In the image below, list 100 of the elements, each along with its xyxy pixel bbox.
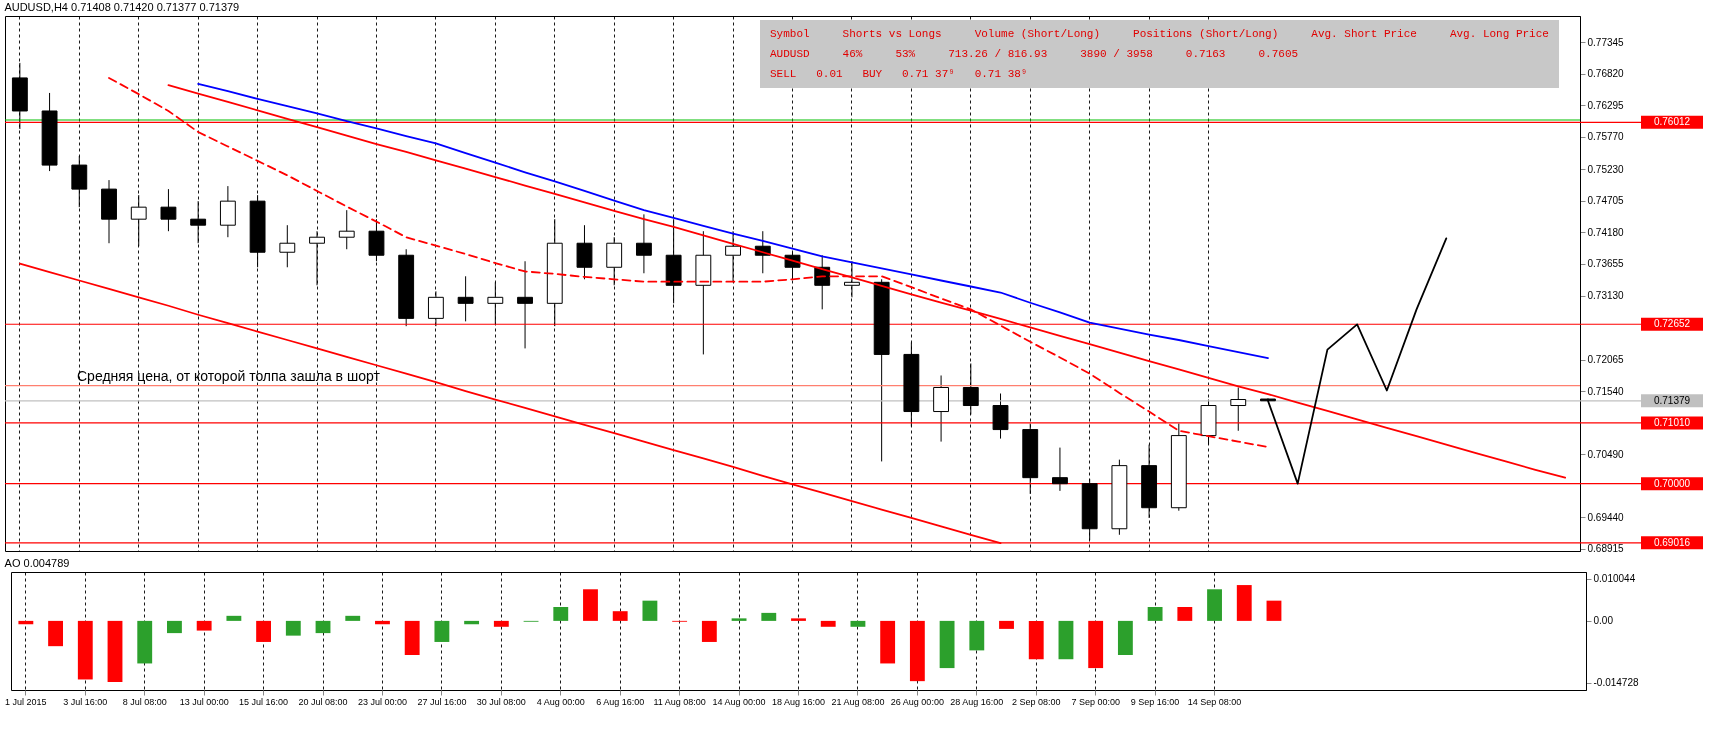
candlestick <box>1052 447 1068 492</box>
bar <box>345 615 361 621</box>
ref-line-label: 0.70000 <box>1653 477 1691 489</box>
bar <box>1147 606 1163 621</box>
bar <box>18 620 34 625</box>
ref-line-label: Средняя цена, от которой толпа зашла в шорт <box>77 367 381 384</box>
x-tick-label: 20 Jul 08:00 <box>298 696 348 707</box>
candlestick <box>338 209 355 250</box>
bar <box>107 620 123 682</box>
bar <box>791 618 806 621</box>
annotation: SELL 0.01 BUY 0.71 37⁹ 0.71 38⁹ <box>770 67 1029 82</box>
bar <box>434 620 450 642</box>
bar <box>880 620 896 664</box>
candlestick <box>635 213 652 274</box>
bar <box>820 620 836 627</box>
bar <box>1028 620 1044 660</box>
bar <box>999 620 1014 629</box>
bar <box>77 620 93 680</box>
y-tick-label: 0.76820 <box>1587 68 1625 80</box>
bar <box>612 611 628 621</box>
y-tick-label: 0.71540 <box>1587 385 1625 397</box>
y-tick-label: -0.014728 <box>1593 677 1639 689</box>
bar <box>761 612 777 621</box>
bar <box>701 620 717 642</box>
y-tick-label: 0.73655 <box>1587 258 1625 270</box>
x-tick-label: 7 Sep 00:00 <box>1071 696 1120 707</box>
x-tick-label: 1 Jul 2015 <box>5 696 47 707</box>
candlestick <box>844 260 860 298</box>
candlestick <box>457 275 474 322</box>
bar <box>1266 600 1282 621</box>
bar <box>48 620 63 647</box>
chart-title: AO 0.004789 <box>4 557 70 569</box>
x-tick-label: 21 Aug 08:00 <box>831 696 885 707</box>
ref-line-label: 0.69016 <box>1653 536 1691 548</box>
ref-line-label: 0.71379 <box>1653 394 1691 406</box>
bar <box>939 620 955 669</box>
y-tick-label: 0.74705 <box>1587 195 1625 207</box>
bar <box>1058 620 1074 660</box>
candlestick <box>1230 386 1247 432</box>
bar <box>464 620 480 625</box>
x-tick-label: 2 Sep 08:00 <box>1011 696 1061 707</box>
x-tick-label: 30 Jul 08:00 <box>476 696 526 707</box>
ref-line-label: 0.72652 <box>1653 318 1691 330</box>
bar <box>226 615 242 621</box>
ref-line-label: 0.76012 <box>1653 116 1691 128</box>
bar <box>315 620 331 634</box>
y-tick-label: 0.73130 <box>1587 290 1625 302</box>
bar <box>375 620 390 625</box>
bar <box>1236 585 1252 621</box>
x-tick-label: 28 Aug 16:00 <box>950 696 1004 707</box>
candlestick <box>279 224 296 268</box>
bar <box>1207 589 1222 621</box>
candlestick <box>517 260 533 349</box>
y-tick-label: 0.70490 <box>1587 448 1625 460</box>
annotation: Symbol Shorts vs Longs Volume (Short/Long) Positions (Short/Long) Avg. Short Price Avg. Long Price <box>770 27 1549 42</box>
x-tick-label: 9 Sep 16:00 <box>1130 696 1180 707</box>
y-tick-label: 0.69440 <box>1587 511 1625 523</box>
annotation: AUDUSD 46% 53% 713.26 / 816.93 3890 / 3958 0.7163 0.7605 <box>770 47 1300 62</box>
x-tick-label: 14 Aug 00:00 <box>712 696 766 707</box>
bar <box>1088 620 1104 669</box>
y-tick-label: 0.010044 <box>1593 573 1636 585</box>
x-tick-label: 13 Jul 00:00 <box>179 696 229 707</box>
bar <box>969 620 985 651</box>
bar <box>196 620 212 631</box>
bar <box>1117 620 1133 656</box>
y-tick-label: 0.75230 <box>1587 163 1625 175</box>
bar <box>1177 606 1193 621</box>
x-tick-label: 15 Jul 16:00 <box>239 696 289 707</box>
bar <box>642 600 658 621</box>
x-tick-label: 11 Aug 08:00 <box>653 696 706 707</box>
bar <box>256 620 272 642</box>
y-tick-label: 0.72065 <box>1587 354 1625 366</box>
bar <box>493 620 509 627</box>
bar <box>137 620 153 664</box>
x-tick-label: 14 Sep 08:00 <box>1187 696 1242 707</box>
y-tick-label: 0.68915 <box>1587 543 1625 555</box>
bar <box>285 620 301 636</box>
bar <box>909 620 925 682</box>
bar <box>850 620 866 627</box>
x-tick-label: 27 Jul 16:00 <box>417 696 467 707</box>
x-tick-label: 6 Aug 16:00 <box>596 696 645 707</box>
x-tick-label: 18 Aug 16:00 <box>771 696 826 707</box>
x-tick-label: 26 Aug 00:00 <box>890 696 944 707</box>
y-tick-label: 0.74180 <box>1587 226 1625 238</box>
y-tick-label: 0.76295 <box>1587 99 1625 111</box>
bar <box>167 620 182 634</box>
bar <box>731 618 747 621</box>
y-tick-label: 0.00 <box>1593 615 1614 627</box>
y-tick-label: 0.77345 <box>1587 36 1625 48</box>
x-tick-label: 23 Jul 00:00 <box>357 696 407 707</box>
bar <box>404 620 420 656</box>
chart-title: AUDUSD,H4 0.71408 0.71420 0.71377 0.71379 <box>4 1 240 13</box>
bar <box>553 606 569 621</box>
y-tick-label: 0.75770 <box>1587 131 1625 143</box>
x-tick-label: 3 Jul 16:00 <box>63 696 108 707</box>
line-series <box>197 83 1269 359</box>
x-tick-label: 4 Aug 00:00 <box>536 696 585 707</box>
candlestick <box>160 188 177 232</box>
ref-line-label: 0.71010 <box>1653 416 1691 428</box>
bar <box>583 589 598 621</box>
